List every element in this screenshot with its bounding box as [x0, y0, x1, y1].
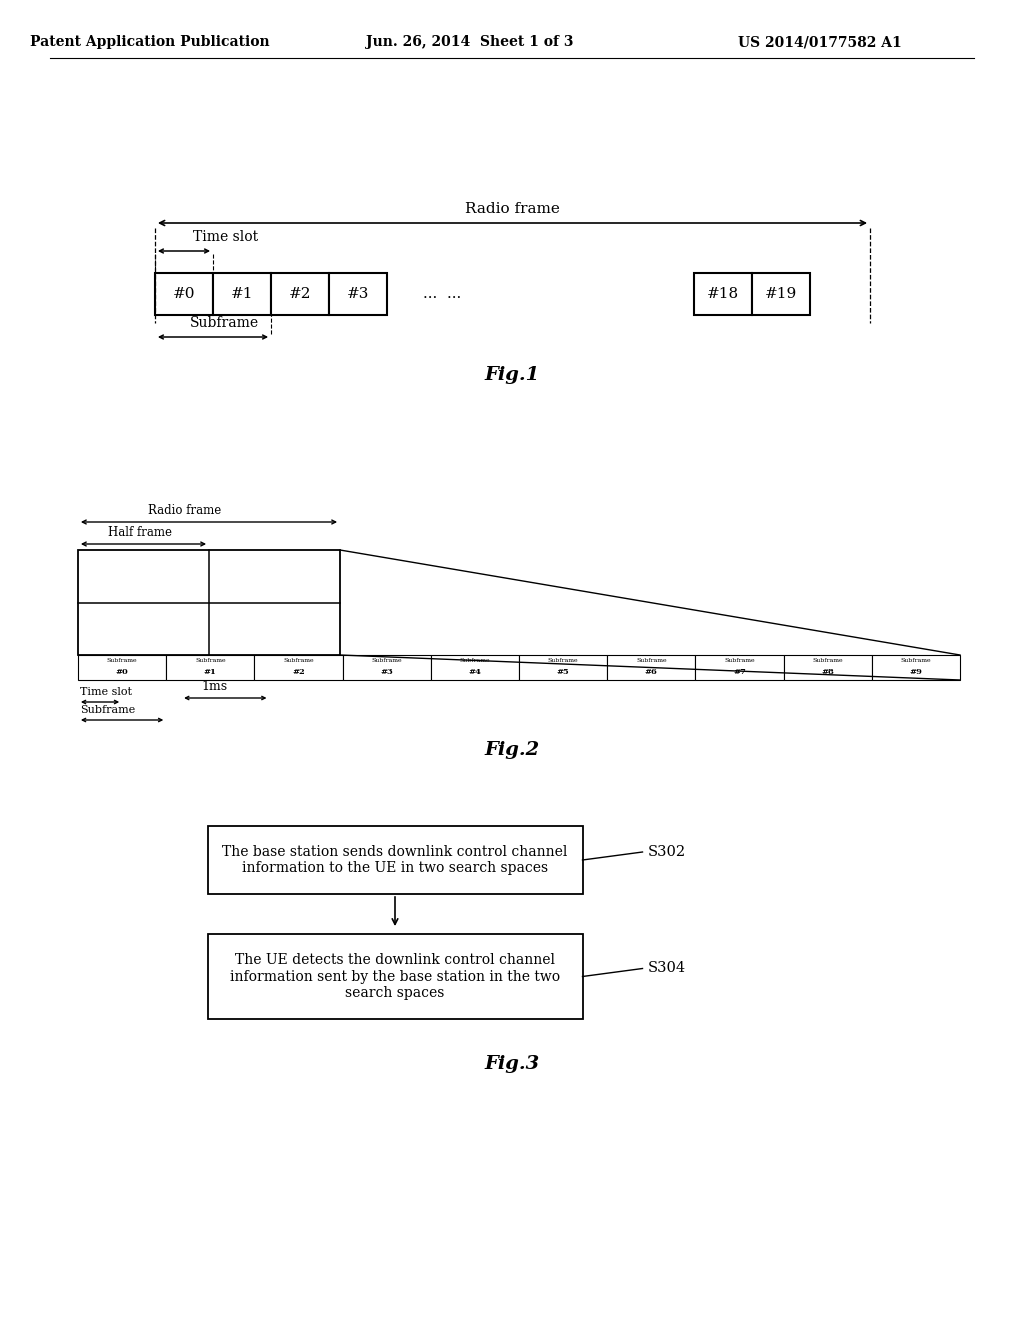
Text: #2: #2	[292, 668, 305, 676]
Bar	[78, 550, 340, 655]
Text: Radio frame: Radio frame	[465, 202, 560, 216]
Text: 1ms: 1ms	[201, 680, 227, 693]
Text: The base station sends downlink control channel
information to the UE in two sea: The base station sends downlink control …	[222, 845, 567, 875]
Text: S304: S304	[647, 961, 686, 975]
Text: Subframe: Subframe	[372, 657, 402, 663]
Text: Subframe: Subframe	[812, 657, 843, 663]
Bar	[213, 273, 271, 315]
Bar	[208, 935, 583, 1019]
Bar	[607, 655, 695, 680]
Text: Subframe: Subframe	[80, 705, 135, 715]
Text: #0: #0	[173, 286, 196, 301]
Text: Half frame: Half frame	[108, 525, 172, 539]
Text: #1: #1	[230, 286, 253, 301]
Bar	[694, 273, 752, 315]
Text: Subframe: Subframe	[548, 657, 579, 663]
Text: #8: #8	[821, 668, 835, 676]
Text: Jun. 26, 2014  Sheet 1 of 3: Jun. 26, 2014 Sheet 1 of 3	[367, 36, 573, 49]
Bar	[752, 273, 810, 315]
Text: #18: #18	[707, 286, 739, 301]
Bar	[871, 655, 961, 680]
Text: Radio frame: Radio frame	[148, 503, 221, 516]
Bar	[166, 655, 254, 680]
Bar	[783, 655, 871, 680]
Text: Fig.1: Fig.1	[484, 366, 540, 384]
Text: S302: S302	[647, 845, 686, 859]
Text: ...  ...: ... ...	[423, 286, 461, 301]
Text: Subframe: Subframe	[724, 657, 755, 663]
Text: Subframe: Subframe	[900, 657, 931, 663]
Bar	[78, 655, 166, 680]
Text: #5: #5	[557, 668, 569, 676]
Bar	[343, 655, 431, 680]
Text: #7: #7	[733, 668, 745, 676]
Text: Time slot: Time slot	[80, 686, 132, 697]
Bar	[271, 273, 329, 315]
Bar	[695, 655, 783, 680]
Bar	[329, 273, 387, 315]
Bar	[254, 655, 343, 680]
Text: #0: #0	[116, 668, 128, 676]
Text: Fig.3: Fig.3	[484, 1055, 540, 1073]
Bar	[208, 826, 583, 894]
Text: Subframe: Subframe	[284, 657, 313, 663]
Bar	[519, 655, 607, 680]
Text: #6: #6	[645, 668, 657, 676]
Text: US 2014/0177582 A1: US 2014/0177582 A1	[738, 36, 902, 49]
Text: #19: #19	[765, 286, 797, 301]
Text: Subframe: Subframe	[636, 657, 667, 663]
Text: #3: #3	[380, 668, 393, 676]
Text: Patent Application Publication: Patent Application Publication	[30, 36, 269, 49]
Text: Fig.2: Fig.2	[484, 741, 540, 759]
Text: #3: #3	[347, 286, 370, 301]
Bar	[431, 655, 519, 680]
Text: Subframe: Subframe	[106, 657, 137, 663]
Text: Subframe: Subframe	[460, 657, 490, 663]
Text: The UE detects the downlink control channel
information sent by the base station: The UE detects the downlink control chan…	[230, 953, 560, 999]
Text: #1: #1	[204, 668, 217, 676]
Text: Subframe: Subframe	[190, 315, 259, 330]
Bar	[155, 273, 213, 315]
Text: #9: #9	[909, 668, 923, 676]
Text: #2: #2	[289, 286, 311, 301]
Text: Time slot: Time slot	[193, 230, 258, 244]
Text: #4: #4	[468, 668, 481, 676]
Text: Subframe: Subframe	[195, 657, 225, 663]
